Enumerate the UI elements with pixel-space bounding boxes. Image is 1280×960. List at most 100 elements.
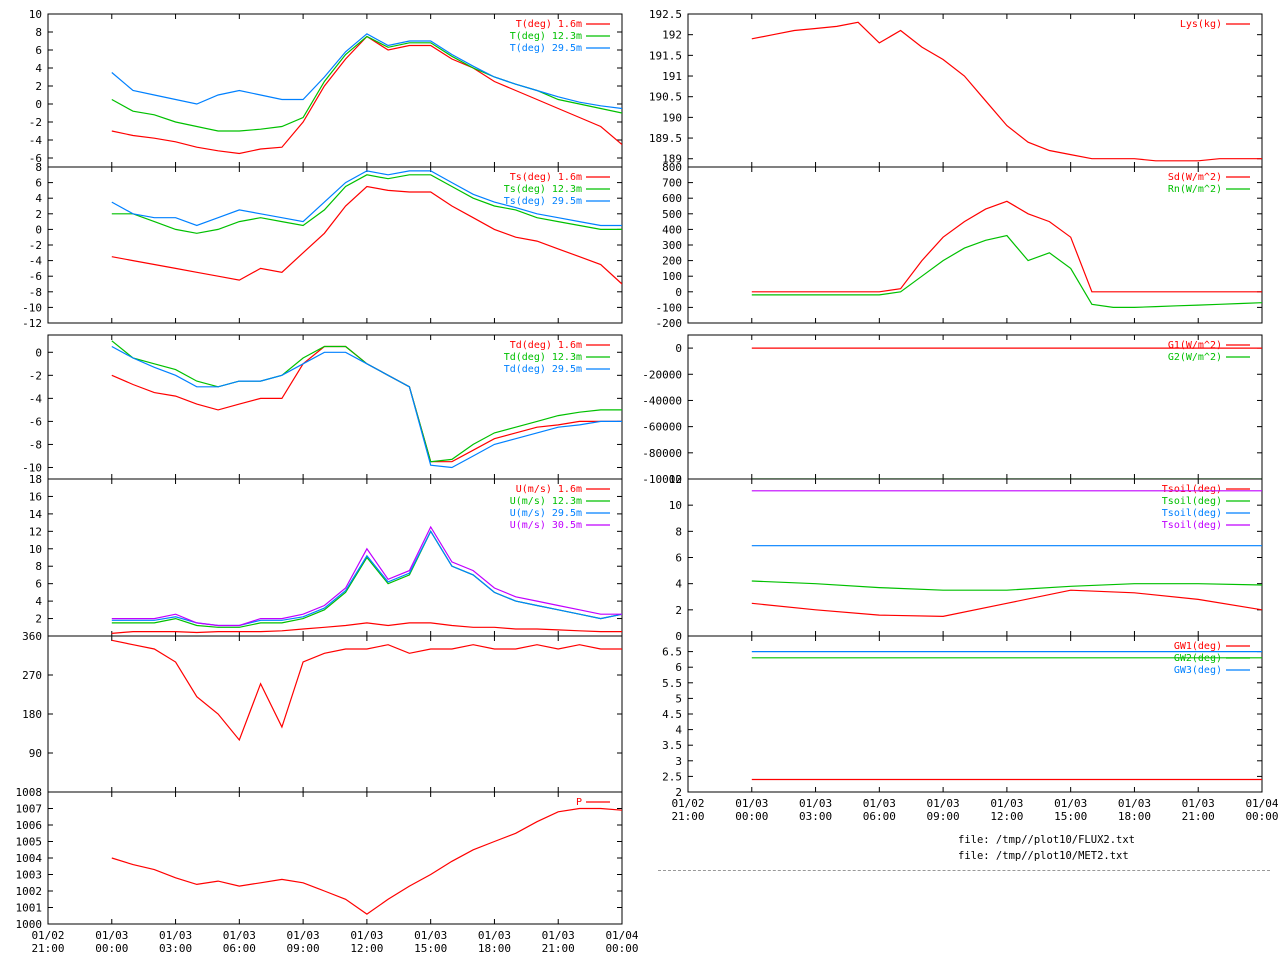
y-tick-label: -10 xyxy=(22,301,42,314)
y-tick-label: 0 xyxy=(675,630,682,643)
y-tick-label: 5 xyxy=(675,692,682,705)
y-tick-label: 2 xyxy=(35,208,42,221)
y-tick-label: -4 xyxy=(29,255,43,268)
y-tick-label: 1002 xyxy=(16,885,43,898)
legend-label: Sd(W/m^2) xyxy=(1168,172,1222,183)
y-tick-label: 1007 xyxy=(16,803,43,816)
y-tick-label: 2 xyxy=(675,604,682,617)
y-tick-label: 600 xyxy=(662,192,682,205)
x-tick-label: 00:00 xyxy=(95,942,128,955)
series-line-dew-2 xyxy=(111,345,622,469)
y-tick-label: -60000 xyxy=(642,421,682,434)
y-tick-label: 8 xyxy=(35,161,42,174)
y-tick-label: 192 xyxy=(662,29,682,42)
y-tick-label: 0 xyxy=(35,98,42,111)
x-tick-label: 01/04 xyxy=(605,929,638,942)
y-tick-label: 1000 xyxy=(16,918,43,931)
y-tick-label: 0 xyxy=(35,346,42,359)
y-tick-label: 360 xyxy=(22,630,42,643)
y-tick-label: 4.5 xyxy=(662,708,682,721)
series-line-wind-0 xyxy=(111,622,622,634)
x-tick-label: 01/03 xyxy=(1054,797,1087,810)
series-line-rad-0 xyxy=(751,200,1262,293)
y-tick-label: -8 xyxy=(29,286,42,299)
legend-label: U(m/s) 12.3m xyxy=(510,496,582,507)
series-line-lys-0 xyxy=(751,21,1262,162)
y-tick-label: 10 xyxy=(669,499,682,512)
series-line-tsurf-0 xyxy=(111,185,622,285)
y-tick-label: 1006 xyxy=(16,819,43,832)
y-tick-label: 2.5 xyxy=(662,770,682,783)
y-tick-label: -6 xyxy=(29,415,42,428)
y-tick-label: 90 xyxy=(29,747,42,760)
y-tick-label: 300 xyxy=(662,239,682,252)
y-tick-label: -10 xyxy=(22,461,42,474)
y-tick-label: 2 xyxy=(675,786,682,799)
series-line-rad-1 xyxy=(751,234,1262,308)
y-tick-label: 3.5 xyxy=(662,739,682,752)
x-tick-label: 01/03 xyxy=(414,929,447,942)
series-line-temp-2 xyxy=(111,33,622,110)
legend-label: GW2(deg) xyxy=(1174,653,1222,664)
series-line-pressure-0 xyxy=(111,807,622,915)
y-tick-label: -200 xyxy=(656,317,683,330)
y-tick-label: -100 xyxy=(656,301,683,314)
panel-frame xyxy=(47,791,623,925)
series-line-tsoil-0 xyxy=(751,589,1262,618)
panel-tsoil: 121086420Tsoil(deg)Tsoil(deg)Tsoil(deg)T… xyxy=(669,473,1263,643)
panel-winddir: 360 270 180 90 xyxy=(22,630,623,793)
y-tick-label: 4 xyxy=(35,595,42,608)
legend-label: Ts(deg) 1.6m xyxy=(510,172,582,183)
y-tick-label: 3 xyxy=(675,755,682,768)
y-tick-label: 8 xyxy=(675,525,682,538)
x-tick-label: 01/02 xyxy=(31,929,64,942)
y-tick-label: 6 xyxy=(675,661,682,674)
y-tick-label: -2 xyxy=(29,369,42,382)
y-tick-label: 500 xyxy=(662,208,682,221)
y-tick-label: 10 xyxy=(29,8,42,21)
legend-label: Tsoil(deg) xyxy=(1162,484,1222,495)
y-tick-label: 1008 xyxy=(16,786,43,799)
legend-label: GW1(deg) xyxy=(1174,641,1222,652)
x-tick-label: 01/03 xyxy=(863,797,896,810)
y-tick-label: 8 xyxy=(35,26,42,39)
y-tick-label: 6 xyxy=(35,578,42,591)
x-tick-label: 01/03 xyxy=(990,797,1023,810)
y-tick-label: 192.5 xyxy=(649,8,682,21)
legend-label: U(m/s) 1.6m xyxy=(516,484,582,495)
y-tick-label: 6 xyxy=(35,177,42,190)
file-label-met: file: /tmp//plot10/MET2.txt xyxy=(958,850,1129,862)
y-tick-label: 190 xyxy=(662,111,682,124)
y-tick-label: -4 xyxy=(29,134,43,147)
y-tick-label: 4 xyxy=(35,62,42,75)
series-line-wind-3 xyxy=(111,525,622,627)
x-tick-label: 18:00 xyxy=(478,942,511,955)
x-tick-label: 21:00 xyxy=(671,810,704,823)
y-tick-label: -2 xyxy=(29,116,42,129)
y-tick-label: 10 xyxy=(29,543,42,556)
x-tick-label: 15:00 xyxy=(414,942,447,955)
panel-ground: 0 -20000 -40000 -60000 -80000 -10000 G1(W/m^2)… xyxy=(642,334,1263,486)
x-tick-label: 03:00 xyxy=(159,942,192,955)
separator-line xyxy=(658,870,1270,871)
x-tick-label: 01/04 xyxy=(1245,797,1278,810)
x-tick-label: 01/03 xyxy=(287,929,320,942)
series-line-winddir-0 xyxy=(111,639,622,742)
y-tick-label: 800 xyxy=(662,161,682,174)
panel-rad: 800 700 600 500 400 300 200 100 0 -100 -200 Sd(W/m^… xyxy=(656,161,1263,330)
x-tick-label: 01/03 xyxy=(542,929,575,942)
y-tick-label: -8 xyxy=(29,438,42,451)
x-tick-label: 01/03 xyxy=(223,929,256,942)
y-tick-label: 191.5 xyxy=(649,49,682,62)
panel-gw: 6.565.554.543.532.5201/0221:0001/0300:00… xyxy=(662,635,1279,823)
y-tick-label: 6.5 xyxy=(662,646,682,659)
y-tick-label: 2 xyxy=(35,613,42,626)
x-tick-label: 01/03 xyxy=(1182,797,1215,810)
x-tick-label: 01/03 xyxy=(478,929,511,942)
y-tick-label: -4 xyxy=(29,392,43,405)
legend-label: Ts(deg) 29.5m xyxy=(504,196,582,207)
legend-label: U(m/s) 29.5m xyxy=(510,508,582,519)
x-tick-label: 21:00 xyxy=(1182,810,1215,823)
